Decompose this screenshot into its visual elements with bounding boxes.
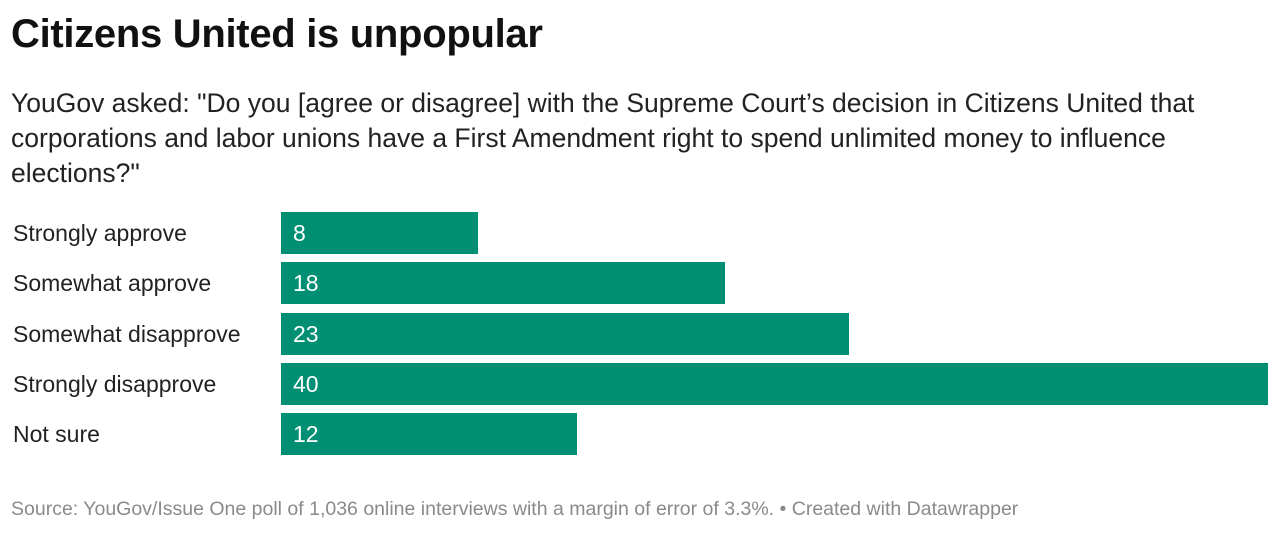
bar: 8: [281, 212, 479, 254]
category-label: Not sure: [13, 421, 100, 448]
bar-chart: Strongly approve 8 Somewhat approve 18 Somew…: [0, 212, 1280, 462]
category-label: Somewhat approve: [13, 270, 212, 297]
bar-row: Strongly approve 8: [0, 212, 1280, 254]
bar: 40: [281, 362, 1268, 405]
bar-row: Somewhat approve 18: [0, 262, 1280, 305]
bar-row: Strongly disapprove 40: [0, 362, 1280, 405]
category-label: Strongly disapprove: [13, 370, 217, 397]
bar-row: Not sure 12: [0, 413, 1280, 456]
bar: 12: [281, 413, 578, 456]
source-note: Source: YouGov/Issue One poll of 1,036 o…: [11, 498, 1019, 520]
bar-row: Somewhat disapprove 23: [0, 312, 1280, 355]
value-label: 8: [293, 220, 306, 246]
value-label: 12: [293, 421, 319, 448]
bar: 18: [281, 262, 726, 305]
chart-subtitle: YouGov asked: "Do you [agree or disagree…: [11, 88, 1195, 188]
chart-title: Citizens United is unpopular: [11, 12, 543, 56]
bar: 23: [281, 312, 849, 355]
value-label: 40: [293, 370, 319, 397]
category-label: Somewhat disapprove: [13, 320, 241, 347]
value-label: 23: [293, 320, 319, 347]
category-label: Strongly approve: [13, 220, 187, 246]
value-label: 18: [293, 270, 319, 297]
